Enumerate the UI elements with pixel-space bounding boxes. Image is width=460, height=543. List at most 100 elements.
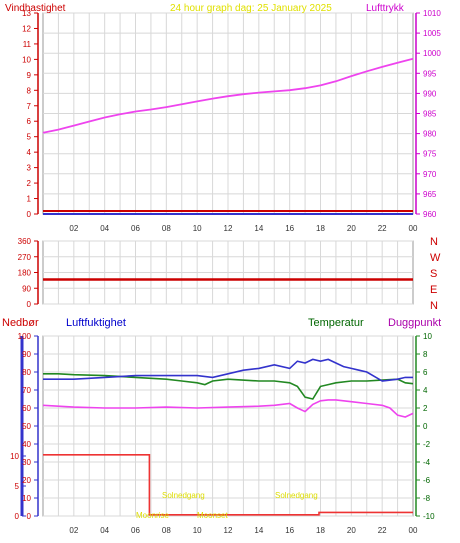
panel1-left-tick-label: 7 xyxy=(27,102,32,111)
panel3-temp-tick-label: 0 xyxy=(423,422,428,431)
panel1-left-tick-label: 9 xyxy=(27,71,32,80)
rain-label: Nedbør xyxy=(2,317,39,329)
panel3-temp-tick-label: 2 xyxy=(423,404,428,413)
panel3-humidity-tick-label: 80 xyxy=(22,368,31,377)
panel1-x-tick-label: 06 xyxy=(131,224,140,233)
panel3-x-tick-label: 10 xyxy=(193,526,202,535)
panel1-x-tick-label: 16 xyxy=(285,224,294,233)
panel3-x-tick-label: 14 xyxy=(254,526,263,535)
panel1-left-axis-title: Vindhastighet xyxy=(5,3,66,14)
panel1-left-tick-label: 1 xyxy=(27,195,32,204)
panel1-title: 24 hour graph dag: 25 January 2025 xyxy=(170,3,332,14)
dewpoint-label: Duggpunkt xyxy=(388,317,441,329)
humidity-label: Luftfuktighet xyxy=(66,317,126,329)
panel3-x-tick-label: 22 xyxy=(378,526,387,535)
panel3-temp-tick-label: -8 xyxy=(423,494,431,503)
panel1-x-tick-label: 12 xyxy=(224,224,233,233)
panel2-left-tick-label: 270 xyxy=(18,253,32,262)
panel3-x-tick-label: 18 xyxy=(316,526,325,535)
panel3-x-tick-label: 12 xyxy=(224,526,233,535)
panel1-right-tick-label: 975 xyxy=(423,150,437,159)
panel1-x-tick-label: 18 xyxy=(316,224,325,233)
panel1-right-tick-label: 965 xyxy=(423,190,437,199)
panel1-x-tick-label: 20 xyxy=(347,224,356,233)
panel1-right-tick-label: 960 xyxy=(423,210,437,219)
panel3-temp-tick-label: 10 xyxy=(423,332,432,341)
panel3-temp-tick-label: 4 xyxy=(423,386,428,395)
compass-label: E xyxy=(430,284,437,296)
panel1-x-tick-label: 02 xyxy=(69,224,78,233)
panel1-left-tick-label: 6 xyxy=(27,117,32,126)
panel3-temp-tick-label: -6 xyxy=(423,476,431,485)
compass-label: S xyxy=(430,268,437,280)
panel1-right-tick-label: 980 xyxy=(423,130,437,139)
panel1-left-tick-label: 0 xyxy=(27,210,32,219)
sunset-annotation: Solnedgang xyxy=(275,491,318,500)
panel1-left-tick-label: 13 xyxy=(22,9,31,18)
panel1-left-tick-label: 8 xyxy=(27,86,32,95)
panel3-rain-tick-label: 10 xyxy=(10,452,19,461)
panel1-right-tick-label: 970 xyxy=(423,170,437,179)
panel1-left-tick-label: 12 xyxy=(22,24,31,33)
compass-label: N xyxy=(430,300,438,312)
panel3-humidity-tick-label: 100 xyxy=(18,332,32,341)
panel3-x-tick-label: 00 xyxy=(409,526,418,535)
panel1-x-tick-label: 00 xyxy=(409,224,418,233)
panel3-temp-tick-label: -10 xyxy=(423,512,435,521)
panel1-left-tick-label: 5 xyxy=(27,133,32,142)
panel1-right-tick-label: 1005 xyxy=(423,29,441,38)
panel1-left-tick-label: 3 xyxy=(27,164,32,173)
panel1-left-tick-label: 11 xyxy=(23,40,32,49)
panel1-right-tick-label: 990 xyxy=(423,89,437,98)
panel2-left-tick-label: 360 xyxy=(18,237,32,246)
panel1-x-tick-label: 22 xyxy=(378,224,387,233)
panel1-right-tick-label: 1000 xyxy=(423,49,441,58)
panel3-x-tick-label: 06 xyxy=(131,526,140,535)
panel3-humidity-tick-label: 70 xyxy=(22,386,31,395)
panel2-left-tick-label: 180 xyxy=(18,269,32,278)
panel3-x-tick-label: 04 xyxy=(100,526,109,535)
panel1-left-tick-label: 10 xyxy=(22,55,31,64)
panel3-humidity-tick-label: 90 xyxy=(22,350,31,359)
panel1-right-tick-label: 985 xyxy=(423,110,437,119)
panel3-humidity-tick-label: 60 xyxy=(22,404,31,413)
panel3-humidity-tick-label: 30 xyxy=(22,458,31,467)
panel2-left-tick-label: 90 xyxy=(22,284,31,293)
panel3-humidity-tick-label: 20 xyxy=(22,476,31,485)
panel1-right-axis-title: Lufttrykk xyxy=(366,3,405,14)
temperature-line xyxy=(43,372,414,400)
panel1-right-tick-label: 1010 xyxy=(423,9,441,18)
humidity-line xyxy=(43,358,413,382)
panel3-temp-tick-label: -4 xyxy=(423,458,431,467)
moonrise-annotation: Moonrise xyxy=(136,511,169,520)
panel1-x-tick-label: 08 xyxy=(162,224,171,233)
panel3-humidity-tick-label: 0 xyxy=(27,512,32,521)
panel3-temp-tick-label: 8 xyxy=(423,350,428,359)
panel3-x-tick-label: 20 xyxy=(347,526,356,535)
panel3-rain-tick-label: 5 xyxy=(15,482,20,491)
panel3-x-tick-label: 02 xyxy=(69,526,78,535)
panel3-x-tick-label: 08 xyxy=(162,526,171,535)
panel2-left-tick-label: 0 xyxy=(27,300,32,309)
temperature-label: Temperatur xyxy=(308,317,364,329)
panel3-temp-tick-label: 6 xyxy=(423,368,428,377)
pressure-line xyxy=(42,57,414,134)
panel3-humidity-tick-label: 40 xyxy=(22,440,31,449)
moonset-annotation: Moonset xyxy=(197,511,228,520)
panel1-left-tick-label: 4 xyxy=(27,148,32,157)
panel1-right-tick-label: 995 xyxy=(423,69,437,78)
panel1-left-tick-label: 2 xyxy=(27,179,32,188)
panel1-x-tick-label: 04 xyxy=(100,224,109,233)
compass-label: W xyxy=(430,252,441,264)
dewpoint-line xyxy=(42,399,414,418)
panel1-x-tick-label: 14 xyxy=(254,224,263,233)
rain-line xyxy=(43,453,413,516)
panel1-x-tick-label: 10 xyxy=(193,224,202,233)
panel3-humidity-tick-label: 10 xyxy=(22,494,31,503)
panel3-rain-tick-label: 0 xyxy=(15,512,20,521)
panel3-x-tick-label: 16 xyxy=(285,526,294,535)
compass-label: N xyxy=(430,236,438,248)
sunset-annotation: Solnedgang xyxy=(162,491,205,500)
